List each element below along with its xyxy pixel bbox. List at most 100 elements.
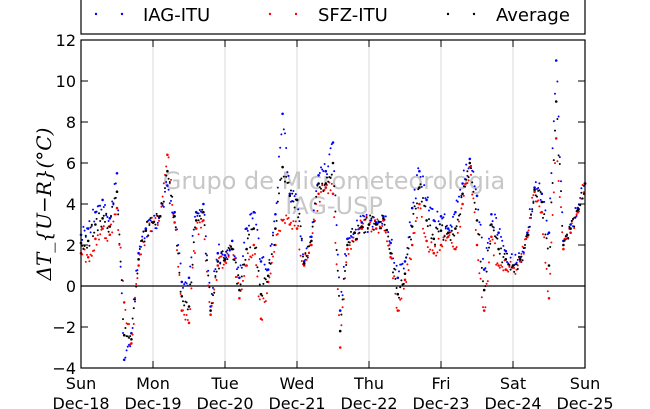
point: [96, 229, 99, 232]
point: [291, 227, 294, 230]
point: [449, 224, 452, 227]
point: [282, 218, 285, 221]
x-tick-label-day: Thu: [353, 374, 384, 393]
point: [395, 286, 398, 289]
point: [474, 188, 477, 191]
point: [348, 244, 351, 247]
point: [558, 163, 561, 166]
x-tick-label-date: Dec-18: [52, 394, 109, 409]
point: [392, 277, 394, 280]
point: [432, 237, 436, 241]
point: [149, 219, 152, 222]
point: [238, 288, 241, 292]
legend-marker-avg: [446, 12, 450, 16]
point: [459, 225, 462, 228]
point: [575, 213, 578, 216]
point: [185, 282, 188, 285]
point: [305, 258, 308, 261]
point: [298, 212, 301, 215]
point: [176, 249, 178, 252]
point: [354, 228, 357, 231]
point: [81, 238, 84, 241]
point: [473, 211, 476, 214]
point: [424, 205, 427, 208]
point: [352, 236, 355, 239]
point: [203, 213, 206, 216]
point: [165, 165, 168, 168]
point: [423, 232, 426, 235]
point: [182, 286, 184, 289]
point: [92, 208, 94, 211]
point: [527, 233, 530, 236]
point: [264, 300, 267, 303]
point: [156, 215, 159, 218]
point: [484, 306, 487, 309]
point: [191, 266, 194, 269]
point: [417, 167, 420, 170]
point: [470, 167, 472, 170]
point: [298, 248, 301, 251]
point: [395, 264, 398, 267]
point: [501, 265, 504, 268]
y-tick-label: 8: [66, 113, 76, 132]
point: [218, 267, 220, 270]
point: [547, 297, 551, 300]
point: [460, 194, 463, 197]
point: [402, 287, 405, 290]
point: [336, 253, 339, 256]
point: [462, 194, 465, 197]
point: [216, 260, 220, 263]
point: [488, 246, 490, 249]
point: [502, 255, 505, 258]
point: [405, 256, 408, 259]
point: [544, 209, 547, 212]
point: [485, 270, 488, 273]
point: [345, 261, 348, 264]
point: [237, 266, 240, 269]
point: [261, 318, 264, 321]
point: [287, 181, 290, 184]
point: [448, 229, 451, 232]
point: [350, 230, 352, 233]
point: [500, 235, 502, 238]
point: [255, 246, 258, 249]
point: [140, 253, 142, 256]
point: [105, 237, 108, 240]
point: [530, 213, 532, 216]
point: [518, 260, 522, 263]
point: [95, 210, 98, 213]
point: [285, 175, 288, 178]
point: [141, 239, 144, 242]
y-tick-label: 6: [66, 154, 76, 173]
legend-marker-sfz: [268, 12, 272, 16]
point: [276, 232, 279, 235]
point: [472, 170, 475, 173]
point: [187, 305, 191, 308]
point: [486, 280, 489, 283]
point: [122, 301, 126, 304]
point: [450, 229, 453, 232]
point: [579, 204, 582, 207]
point: [504, 258, 508, 261]
point: [478, 272, 481, 275]
point: [334, 241, 337, 244]
point: [266, 280, 268, 283]
point: [269, 262, 272, 265]
point: [414, 197, 417, 200]
point: [250, 256, 253, 259]
point: [562, 243, 565, 247]
x-tick-label-date: Dec-19: [124, 394, 181, 409]
point: [213, 270, 216, 273]
point: [554, 137, 558, 140]
point: [429, 248, 432, 251]
point: [436, 227, 439, 230]
point: [304, 252, 307, 255]
point: [547, 264, 551, 267]
point: [342, 277, 345, 280]
point: [173, 215, 176, 218]
point: [464, 185, 466, 188]
point: [340, 290, 343, 293]
point: [168, 180, 171, 183]
point: [330, 143, 333, 146]
point: [348, 241, 351, 244]
